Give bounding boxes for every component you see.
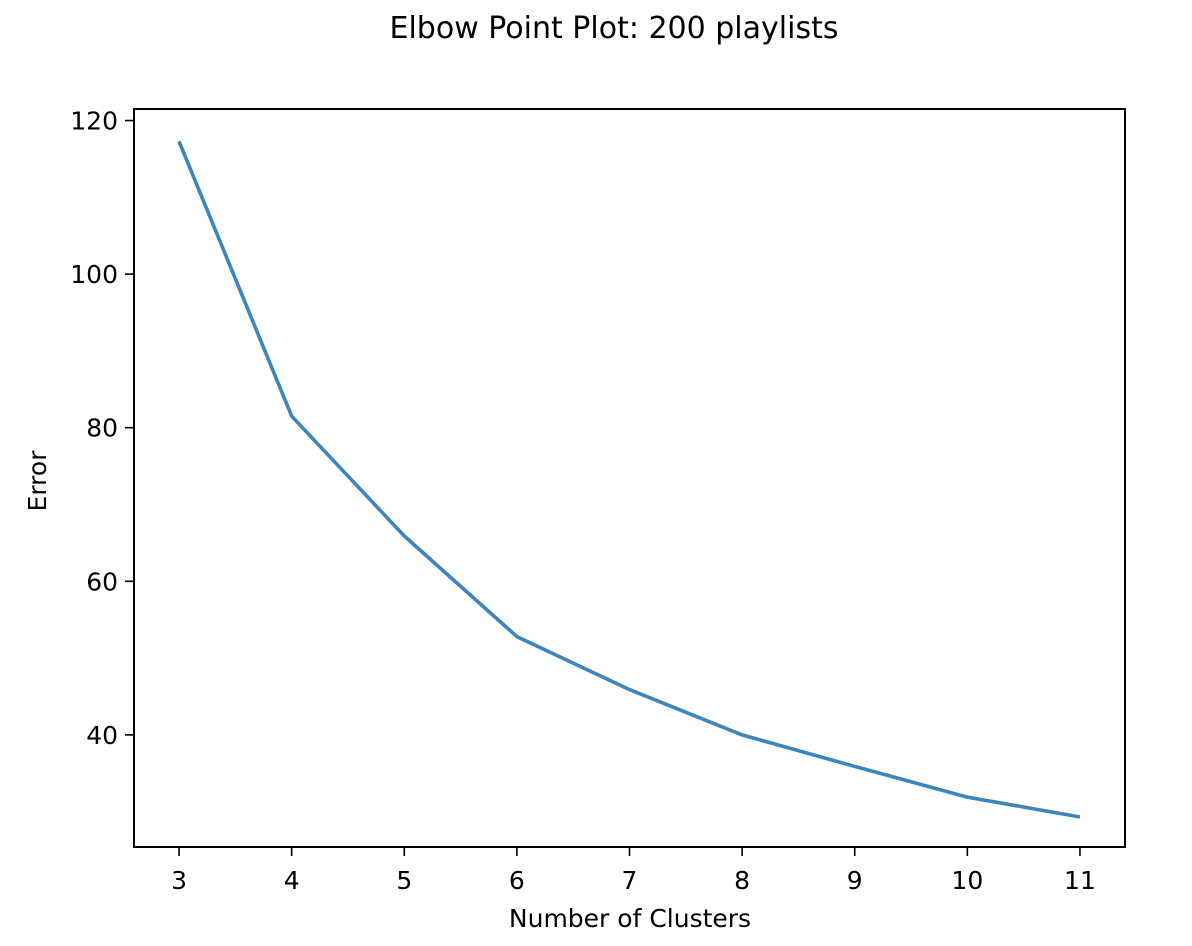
x-tick-label: 10 xyxy=(951,866,983,895)
series-line xyxy=(177,140,1081,819)
x-tick-label: 9 xyxy=(847,866,863,895)
x-tick-label: 5 xyxy=(396,866,412,895)
y-tick-label: 100 xyxy=(70,260,118,289)
x-tick-label: 6 xyxy=(509,866,525,895)
y-tick-label: 40 xyxy=(86,721,118,750)
y-tick-label: 60 xyxy=(86,567,118,596)
x-tick-label: 8 xyxy=(734,866,750,895)
y-tick-label: 80 xyxy=(86,414,118,443)
plot-frame xyxy=(133,108,1126,848)
y-axis-label: Error xyxy=(23,450,52,512)
series-layer xyxy=(177,140,1081,819)
chart-title: Elbow Point Plot: 200 playlists xyxy=(390,11,839,46)
x-tick-label: 3 xyxy=(171,866,187,895)
x-axis: 3 4 5 6 7 8 9 10 11 xyxy=(171,847,1096,895)
y-tick-label: 120 xyxy=(70,107,118,136)
x-axis-label: Number of Clusters xyxy=(509,904,751,933)
x-tick-label: 11 xyxy=(1064,866,1096,895)
y-axis: 40 60 80 100 120 xyxy=(70,107,134,750)
x-tick-label: 7 xyxy=(622,866,638,895)
x-tick-label: 4 xyxy=(284,866,300,895)
